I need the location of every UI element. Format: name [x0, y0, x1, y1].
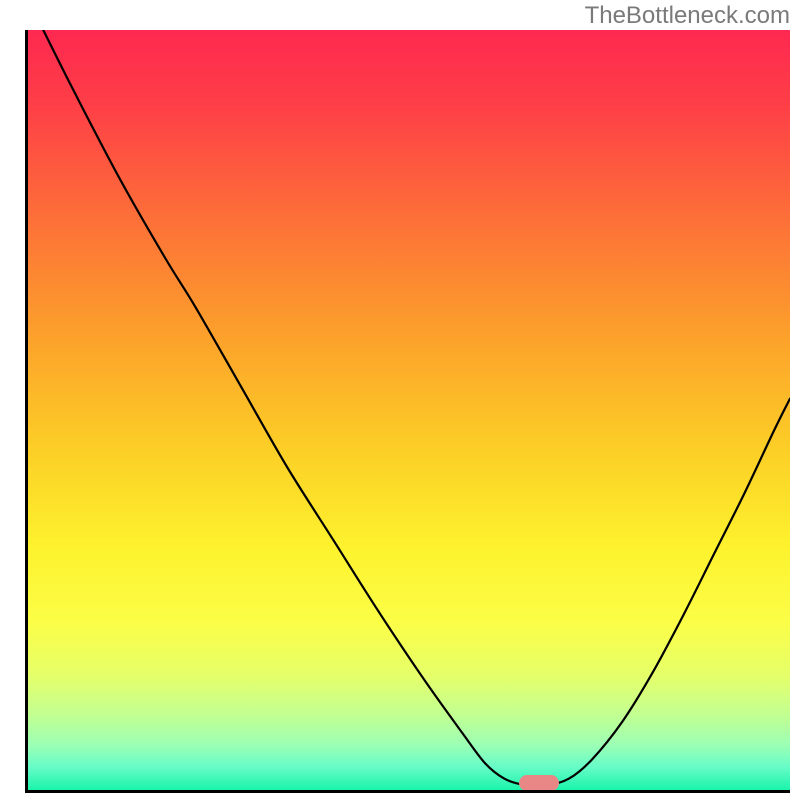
optimum-marker — [519, 775, 559, 791]
plot-area — [28, 30, 790, 790]
frame-left — [25, 30, 28, 790]
watermark-text: TheBottleneck.com — [585, 2, 790, 30]
bottleneck-curve — [28, 30, 790, 790]
frame-bottom — [25, 790, 790, 793]
bottleneck-chart: TheBottleneck.com — [0, 0, 800, 800]
